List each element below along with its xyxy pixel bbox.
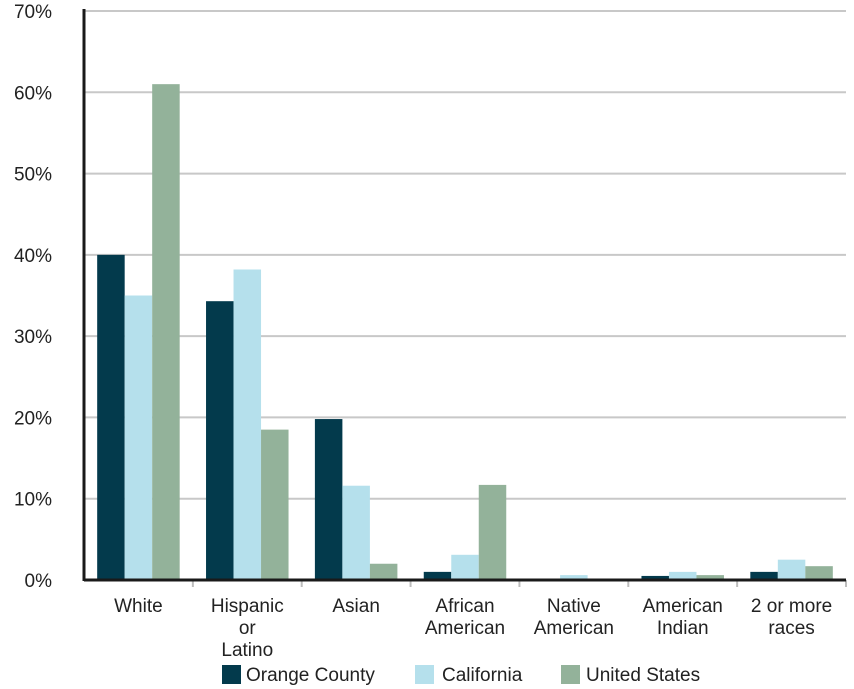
bar (560, 575, 588, 580)
bar (696, 575, 724, 580)
y-tick-label: 50% (14, 165, 52, 186)
x-category-label: Hispanic or Latino (211, 596, 284, 661)
y-tick-label: 30% (14, 327, 52, 348)
y-tick-label: 20% (14, 408, 52, 429)
y-tick-label: 0% (25, 571, 53, 592)
y-tick-label: 10% (14, 490, 52, 511)
bar (342, 485, 370, 580)
y-tick-label: 70% (14, 2, 52, 23)
bar (124, 295, 153, 580)
bar (451, 554, 479, 580)
bar (805, 566, 833, 580)
bar (641, 575, 669, 580)
x-category-label: Native American (534, 596, 614, 639)
legend-swatch (222, 665, 241, 684)
x-category-label: American Indian (643, 596, 723, 639)
bar (668, 571, 697, 580)
legend-label: Orange County (246, 665, 375, 686)
bar (478, 484, 507, 580)
legend-swatch (561, 665, 580, 684)
bar (369, 563, 398, 580)
x-category-label: 2 or more races (751, 596, 832, 639)
x-category-label: African American (425, 596, 505, 639)
x-category-label: White (114, 596, 163, 617)
x-category-label: Asian (332, 596, 380, 617)
gridlines (84, 10, 846, 500)
bar (152, 84, 180, 581)
bar (750, 571, 778, 580)
bar (314, 419, 343, 580)
y-tick-label: 40% (14, 246, 52, 267)
bar (206, 301, 234, 580)
bar (97, 254, 125, 580)
legend-swatch (415, 665, 434, 684)
y-axis-tick-labels: 0% 10% 20% 30% 40% 50% 60% 70% (14, 2, 52, 592)
legend-label: California (442, 665, 523, 686)
bars (97, 84, 833, 581)
bar (777, 559, 806, 580)
y-tick-label: 60% (14, 83, 52, 104)
legend-label: United States (586, 665, 700, 686)
legend: Orange County California United States (222, 665, 700, 686)
bar (423, 571, 452, 580)
x-axis-category-labels: White Hispanic or Latino Asian African America… (114, 596, 832, 661)
axes (82, 9, 847, 587)
bar (261, 429, 289, 580)
bar (233, 269, 262, 580)
